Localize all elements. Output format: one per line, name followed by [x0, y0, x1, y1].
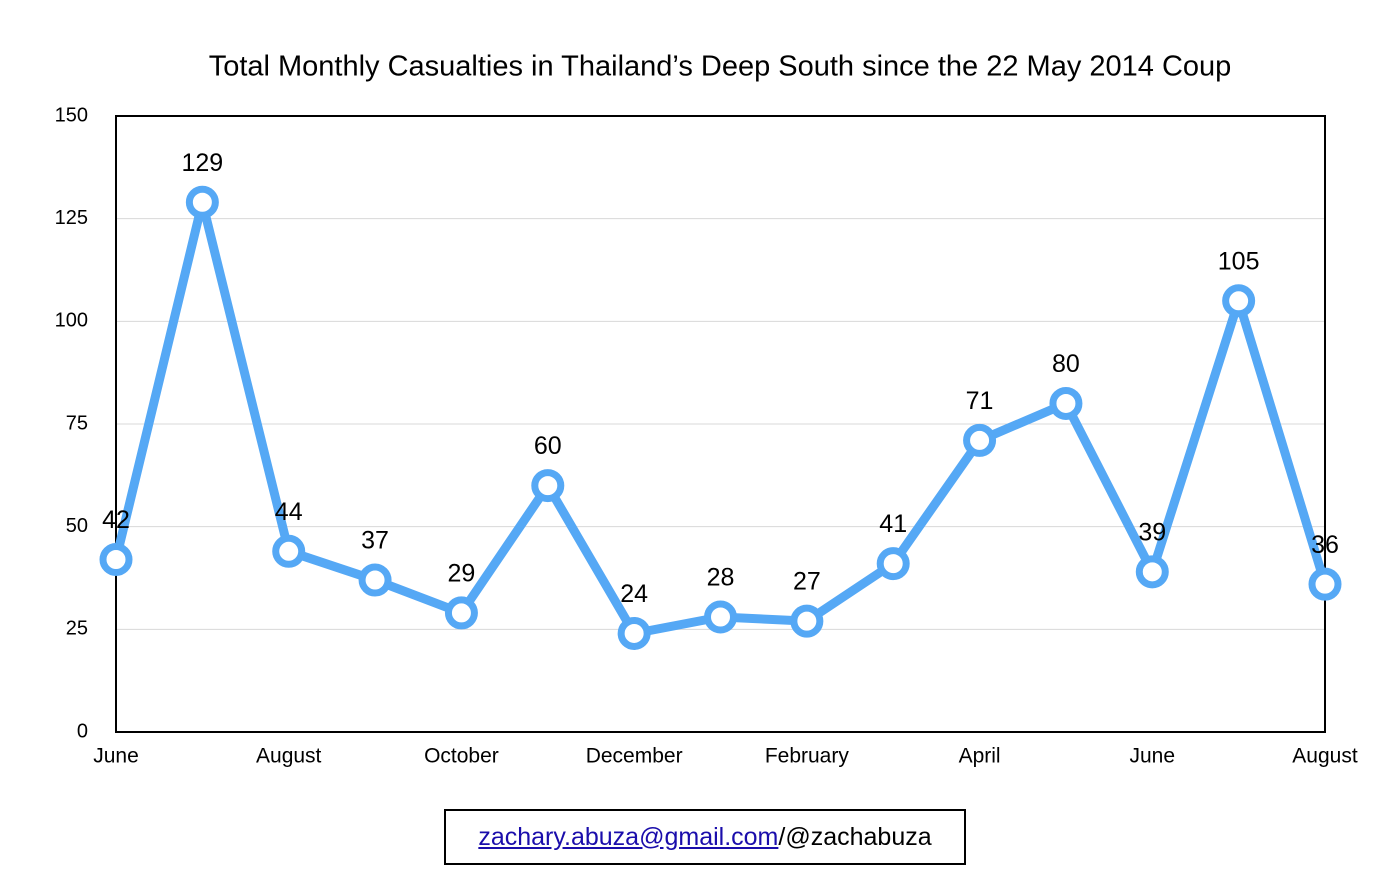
y-tick-label: 50 — [66, 515, 88, 537]
x-tick-label: October — [424, 745, 499, 768]
x-tick-label: December — [586, 745, 683, 768]
y-tick-label: 150 — [55, 104, 88, 126]
data-label: 36 — [1311, 531, 1339, 559]
data-label: 44 — [275, 498, 303, 526]
plot-frame — [115, 115, 1326, 733]
data-label: 27 — [793, 568, 821, 596]
point-marker — [790, 604, 824, 638]
point-marker — [876, 547, 910, 581]
x-tick-label: April — [959, 745, 1001, 768]
point-marker — [1135, 555, 1169, 589]
point-marker — [185, 185, 219, 219]
point-marker — [99, 543, 133, 577]
x-tick-label: August — [256, 745, 322, 768]
point-marker — [1308, 567, 1342, 601]
y-tick-label: 75 — [66, 412, 88, 434]
x-tick-label: June — [93, 745, 139, 768]
data-label: 105 — [1218, 247, 1260, 275]
handle: /@zachabuza — [778, 822, 932, 851]
point-marker — [617, 616, 651, 650]
data-label: 60 — [534, 432, 562, 460]
x-tick-label: June — [1130, 745, 1176, 768]
footer: zachary.abuza@gmail.com/@zachabuza — [444, 809, 966, 865]
data-label: 28 — [707, 564, 735, 592]
point-marker — [1222, 284, 1256, 318]
data-label: 129 — [181, 149, 223, 177]
chart-title: Total Monthly Casualties in Thailand’s D… — [209, 51, 1232, 83]
data-label: 80 — [1052, 350, 1080, 378]
data-label: 29 — [448, 560, 476, 588]
data-label: 42 — [102, 506, 130, 534]
data-label: 71 — [966, 387, 994, 415]
y-tick-label: 0 — [77, 720, 88, 742]
data-label: 39 — [1138, 518, 1166, 546]
y-tick-label: 25 — [66, 618, 88, 640]
point-marker — [444, 596, 478, 630]
x-tick-label: February — [765, 745, 850, 768]
email-link[interactable]: zachary.abuza@gmail.com — [478, 822, 779, 851]
y-tick-label: 125 — [55, 207, 88, 229]
y-tick-label: 100 — [55, 310, 88, 332]
x-tick-label: August — [1292, 745, 1358, 768]
point-marker — [358, 563, 392, 597]
data-label: 37 — [361, 527, 389, 555]
point-marker — [1049, 386, 1083, 420]
point-marker — [272, 534, 306, 568]
chart: Total Monthly Casualties in Thailand’s D… — [55, 51, 1358, 768]
point-marker — [963, 423, 997, 457]
data-label: 24 — [620, 580, 648, 608]
point-marker — [704, 600, 737, 634]
point-marker — [531, 469, 565, 503]
data-label: 41 — [879, 510, 907, 538]
